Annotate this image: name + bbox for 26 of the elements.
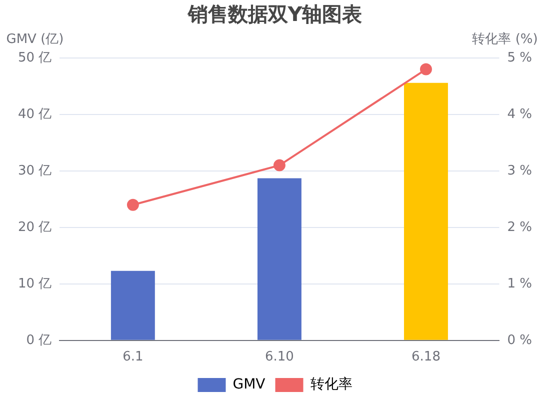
y2-tick-label: 5 % [507,50,532,66]
y2-tick-label: 2 % [507,220,532,235]
y-tick-label: 10 亿 [18,276,52,292]
legend-label: GMV [232,376,266,393]
y-axis-title: GMV (亿) [6,32,64,47]
y-tick-label: 40 亿 [18,106,52,122]
bar [110,270,155,340]
legend-label: 转化率 [310,376,352,393]
x-tick-label: 6.10 [264,350,294,365]
y-tick-label: 50 亿 [18,50,52,66]
y2-tick-label: 0 % [507,332,532,348]
y-tick-label: 0 亿 [26,332,52,348]
y2-tick-label: 3 % [507,163,532,178]
y2-tick-label: 1 % [507,276,532,292]
point [420,63,432,76]
point [126,198,139,211]
x-tick-label: 6.18 [412,350,440,365]
bar [404,82,448,340]
y2-axis-title: 转化率 (%) [472,30,538,47]
point [273,159,286,172]
chart-title: 销售数据双Y轴图表 [186,2,362,26]
y2-tick-label: 4 % [507,106,532,122]
y-tick-label: 30 亿 [18,163,52,178]
y-tick-label: 20 亿 [18,220,52,235]
x-tick-label: 6.1 [122,350,144,365]
bar [257,178,302,340]
